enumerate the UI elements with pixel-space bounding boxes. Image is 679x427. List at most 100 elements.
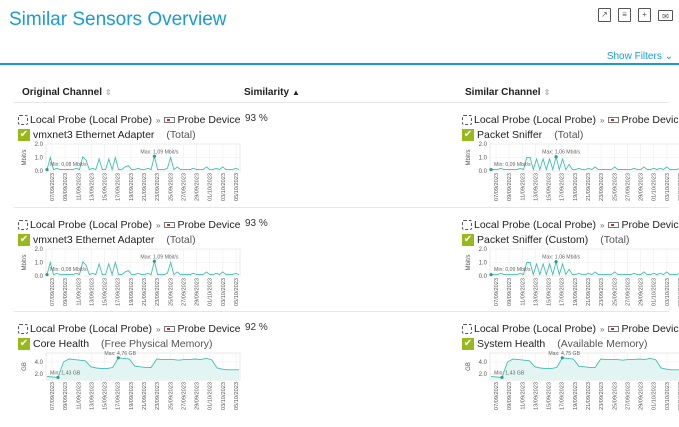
status-ok-icon: ✔ — [18, 338, 30, 350]
x-tick-label: 25/09/2023 — [168, 278, 174, 306]
device-link[interactable]: Probe Device — [177, 219, 241, 231]
sensor-chart[interactable]: 07/09/2023 09/09/2023 11/09/2023 13/09/2023… — [462, 246, 679, 318]
sensor-path: Local Probe (Local Probe) » Probe Device — [462, 323, 679, 335]
y-tick-label: 0.0 — [35, 274, 44, 280]
add-report-icon[interactable]: + — [638, 8, 651, 22]
device-icon — [164, 326, 176, 332]
device-icon — [164, 117, 176, 123]
chevron-down-icon: ⌄ — [664, 51, 673, 62]
column-label: Similar Channel — [465, 87, 541, 98]
x-tick-label: 09/09/2023 — [507, 382, 513, 410]
probe-link[interactable]: Local Probe (Local Probe) — [474, 219, 596, 231]
probe-link[interactable]: Local Probe (Local Probe) — [474, 323, 596, 335]
x-tick-label: 27/09/2023 — [625, 173, 631, 201]
sensor-link[interactable]: Packet Sniffer (Custom) — [477, 234, 589, 246]
sensor-chart[interactable]: 07/09/2023 09/09/2023 11/09/2023 13/09/2023… — [18, 141, 243, 213]
y-axis-unit: Mbit/s — [466, 149, 472, 165]
x-tick-label: 25/09/2023 — [612, 382, 618, 410]
sensor-chart[interactable]: 07/09/2023 09/09/2023 11/09/2023 13/09/2023… — [18, 350, 243, 422]
x-tick-label: 11/09/2023 — [520, 173, 526, 201]
sensor-chart[interactable]: 07/09/2023 09/09/2023 11/09/2023 13/09/2023… — [462, 141, 679, 213]
max-marker — [152, 259, 156, 263]
y-tick-label: 2.0 — [479, 142, 488, 148]
toolbar: ↗ ≡ + ✉ — [598, 8, 673, 22]
sensor-link[interactable]: vmxnet3 Ethernet Adapter — [33, 234, 155, 246]
original-channel-cell: Local Probe (Local Probe) » Probe Device… — [18, 323, 243, 427]
min-label: Min: 0,09 Mbit/s — [494, 162, 531, 168]
x-tick-label: 15/09/2023 — [547, 382, 553, 410]
y-tick-label: 1.0 — [479, 261, 488, 267]
original-channel-cell: Local Probe (Local Probe) » Probe Device… — [18, 219, 243, 323]
probe-link[interactable]: Local Probe (Local Probe) — [30, 323, 152, 335]
x-tick-label: 01/10/2023 — [208, 278, 214, 306]
x-tick-label: 17/09/2023 — [116, 382, 122, 410]
device-link[interactable]: Probe Device — [177, 114, 241, 126]
y-axis-unit: GB — [466, 362, 472, 371]
sensor-chart[interactable]: 07/09/2023 09/09/2023 11/09/2023 13/09/2023… — [462, 350, 679, 422]
max-label: Max: 1,09 Mbit/s — [140, 254, 178, 260]
divider — [0, 63, 679, 65]
x-tick-label: 03/10/2023 — [221, 278, 227, 306]
column-label: Original Channel — [22, 87, 103, 98]
x-tick-label: 01/10/2023 — [652, 382, 658, 410]
x-tick-label: 11/09/2023 — [520, 382, 526, 410]
x-tick-label: 15/09/2023 — [103, 173, 109, 201]
column-header-original[interactable]: Original Channel ⇕ — [22, 87, 112, 98]
x-tick-label: 19/09/2023 — [129, 278, 135, 306]
probe-link[interactable]: Local Probe (Local Probe) — [30, 114, 152, 126]
min-marker — [45, 168, 49, 172]
y-tick-label: 4.0 — [479, 360, 488, 366]
x-tick-label: 07/09/2023 — [50, 173, 56, 201]
email-icon[interactable]: ✉ — [658, 10, 673, 21]
probe-link[interactable]: Local Probe (Local Probe) — [30, 219, 152, 231]
min-marker — [56, 375, 60, 380]
page-title: Similar Sensors Overview — [9, 9, 227, 30]
device-icon — [608, 326, 620, 332]
column-header-similarity[interactable]: Similarity ▲ — [244, 87, 300, 98]
x-tick-label: 19/09/2023 — [573, 382, 579, 410]
pdf-icon[interactable]: ≡ — [618, 8, 631, 22]
y-axis-unit: Mbit/s — [22, 149, 28, 165]
x-tick-label: 27/09/2023 — [625, 278, 631, 306]
y-tick-label: 0.0 — [35, 169, 44, 175]
x-tick-label: 23/09/2023 — [599, 173, 605, 201]
device-link[interactable]: Probe Device — [621, 114, 679, 126]
sensor-link[interactable]: Packet Sniffer — [477, 129, 543, 141]
probe-icon — [462, 220, 472, 230]
x-tick-label: 13/09/2023 — [533, 173, 539, 201]
show-filters-button[interactable]: Show Filters ⌄ — [607, 51, 673, 62]
breadcrumb-separator-icon: » — [600, 115, 605, 125]
probe-link[interactable]: Local Probe (Local Probe) — [474, 114, 596, 126]
x-tick-label: 07/09/2023 — [50, 278, 56, 306]
y-axis-unit: Mbit/s — [466, 254, 472, 270]
column-header-similar[interactable]: Similar Channel ⇕ — [465, 87, 550, 98]
series-line — [46, 357, 239, 378]
sort-icon: ⇕ — [543, 88, 551, 97]
device-icon — [608, 222, 620, 228]
y-tick-label: 2.0 — [479, 372, 488, 378]
device-link[interactable]: Probe Device — [621, 219, 679, 231]
x-tick-label: 29/09/2023 — [195, 278, 201, 306]
similar-channel-cell: Local Probe (Local Probe) » Probe Device… — [462, 219, 679, 323]
similar-channel-cell: Local Probe (Local Probe) » Probe Device… — [462, 323, 679, 427]
x-tick-label: 21/09/2023 — [586, 173, 592, 201]
sensor-link[interactable]: Core Health — [33, 338, 90, 350]
x-tick-label: 05/10/2023 — [234, 278, 240, 306]
device-link[interactable]: Probe Device — [177, 323, 241, 335]
sensor-link[interactable]: System Health — [477, 338, 546, 350]
x-tick-label: 21/09/2023 — [142, 278, 148, 306]
x-tick-label: 17/09/2023 — [560, 382, 566, 410]
device-icon — [608, 117, 620, 123]
external-link-icon[interactable]: ↗ — [598, 8, 611, 22]
column-label: Similarity — [244, 87, 290, 98]
x-tick-label: 21/09/2023 — [142, 382, 148, 410]
x-tick-label: 13/09/2023 — [89, 173, 95, 201]
device-link[interactable]: Probe Device — [621, 323, 679, 335]
x-tick-label: 15/09/2023 — [103, 278, 109, 306]
max-marker — [554, 155, 558, 159]
probe-icon — [18, 115, 28, 125]
sensor-link[interactable]: vmxnet3 Ethernet Adapter — [33, 129, 155, 141]
sensor-chart[interactable]: 07/09/2023 09/09/2023 11/09/2023 13/09/2023… — [18, 246, 243, 318]
series-area — [47, 357, 239, 380]
y-tick-label: 1.0 — [35, 156, 44, 162]
